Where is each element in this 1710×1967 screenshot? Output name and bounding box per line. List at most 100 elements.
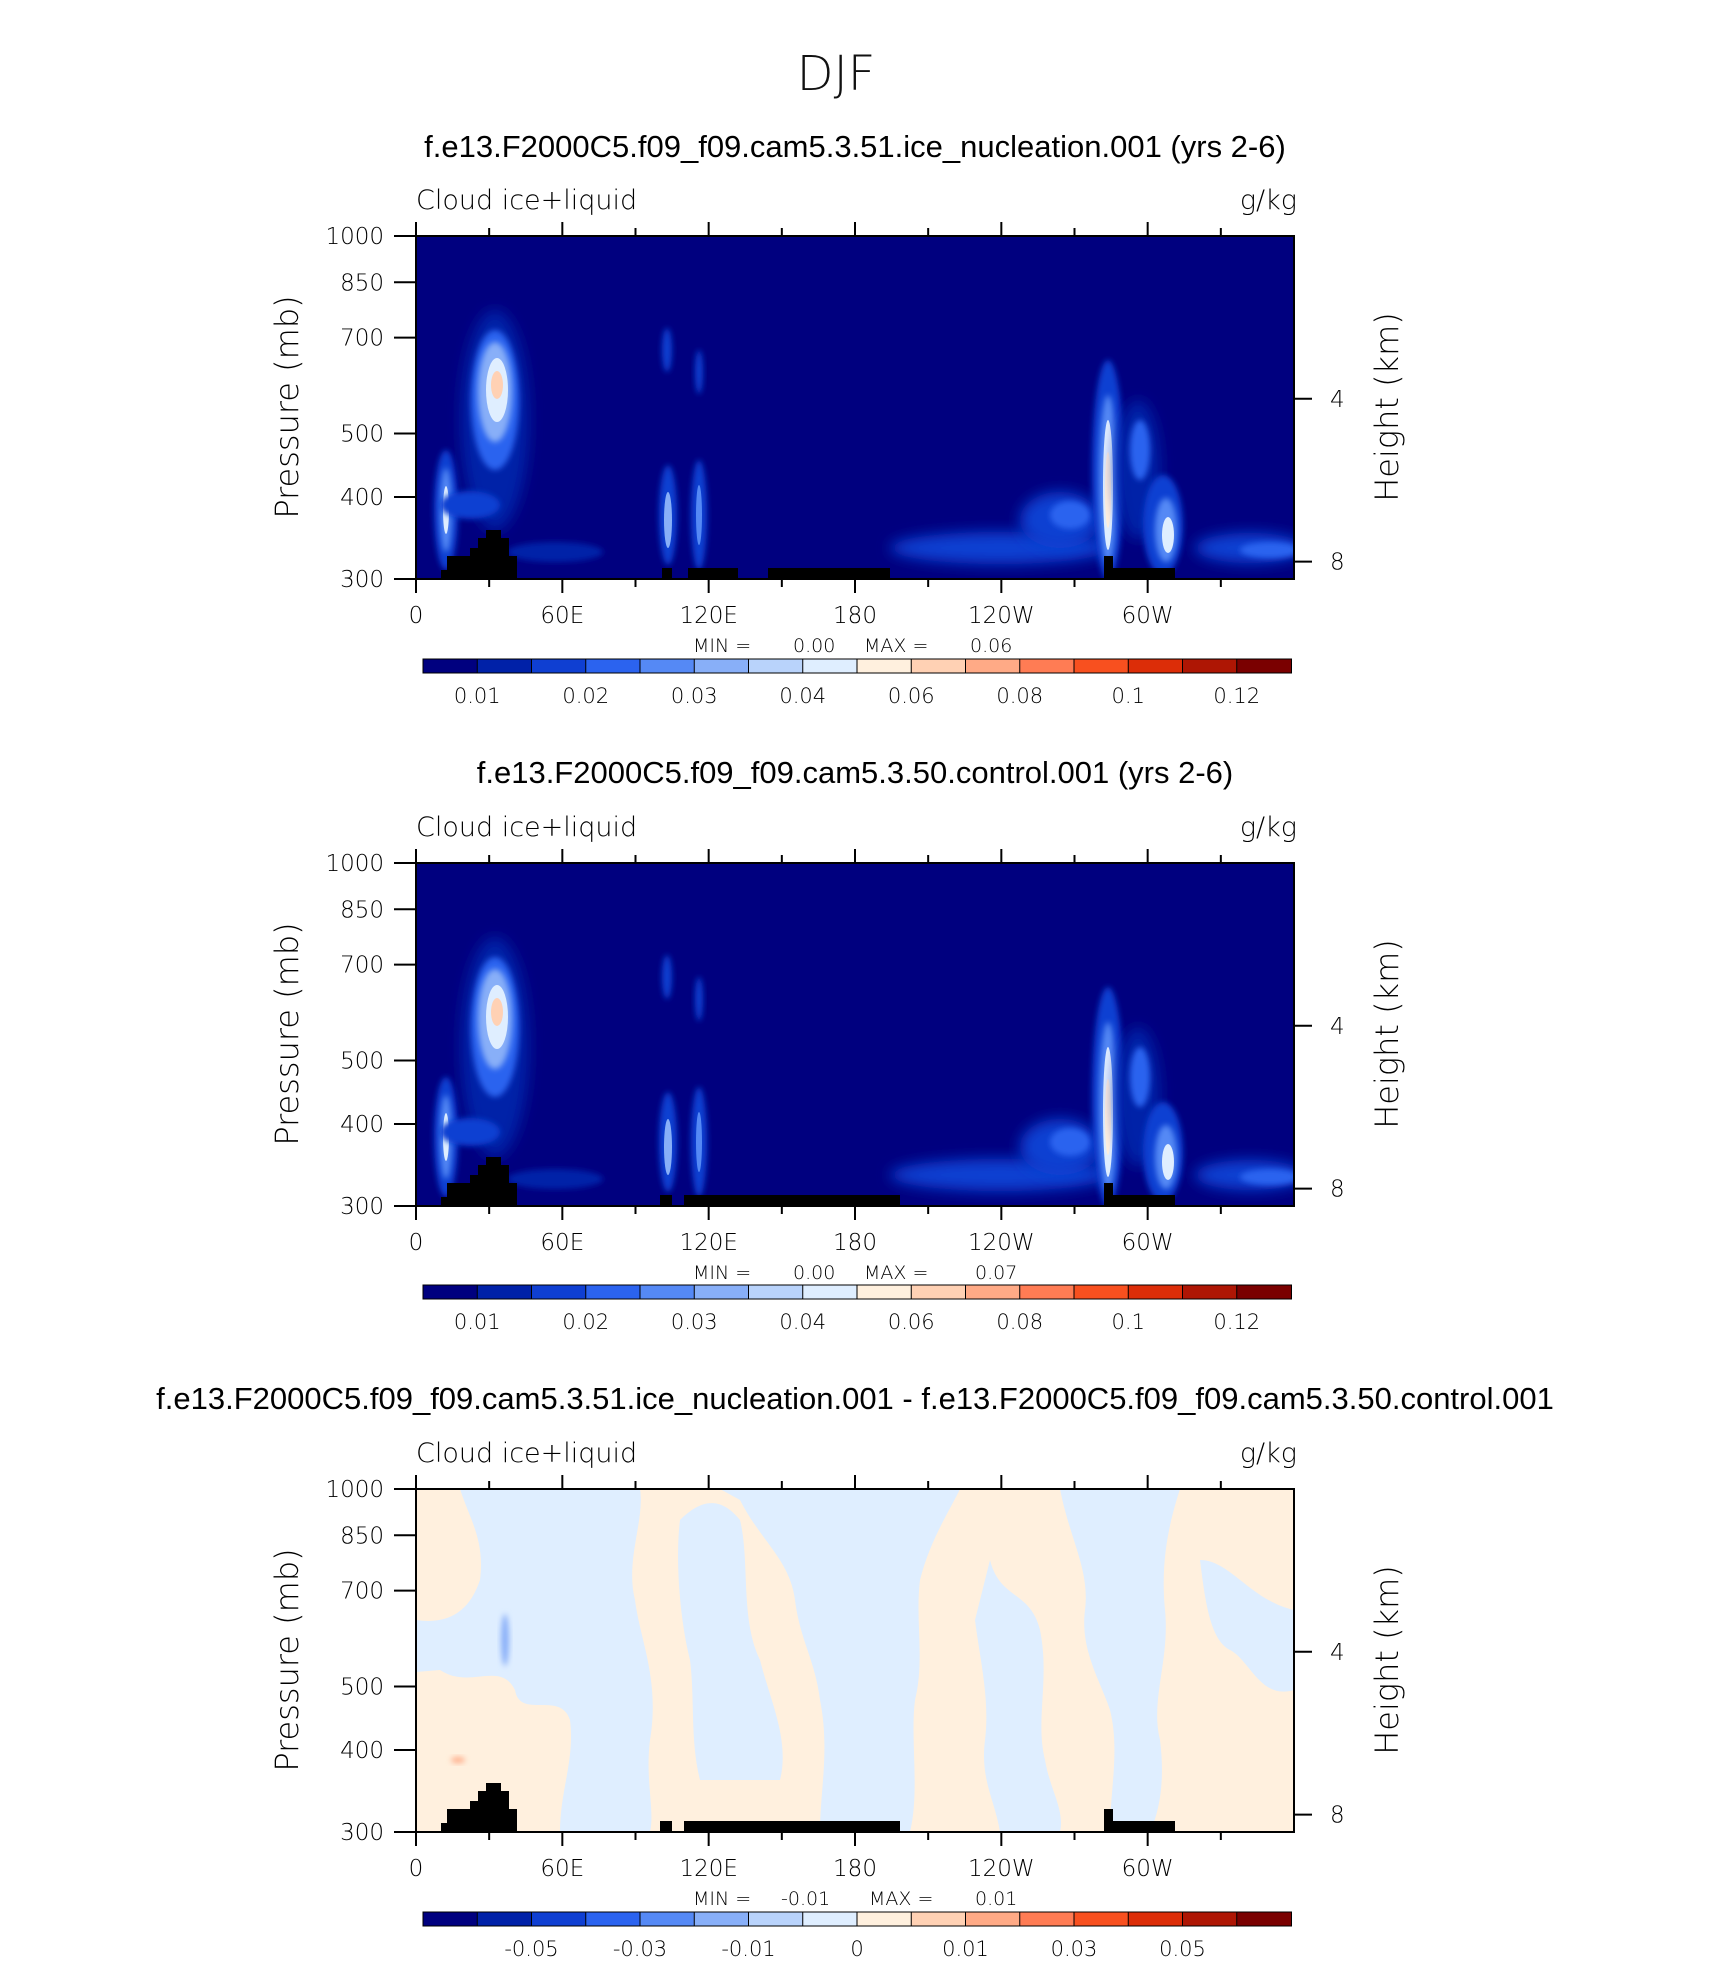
- colorbar-box: [748, 658, 804, 674]
- colorbar-label: 0.06: [888, 1310, 935, 1334]
- panel-difference: f.e13.F2000C5.f09_f09.cam5.3.51.ice_nucl…: [156, 1381, 1554, 1961]
- colorbar-label: 0.04: [779, 684, 826, 708]
- x-tick-label: 60W: [1122, 1856, 1174, 1882]
- contour-atlantic-low-cloud: [1195, 1160, 1294, 1190]
- negative-difference-regions: [416, 1489, 1294, 1832]
- colorbar-label: 0.03: [671, 1310, 718, 1334]
- colorbar-box: [1127, 1284, 1184, 1300]
- colorbar-box: [531, 658, 587, 674]
- x-tick-label: 120E: [679, 1856, 737, 1882]
- y-tick-label: 300: [340, 1194, 384, 1220]
- max-label: MAX =: [864, 1262, 928, 1284]
- colorbar-box: [476, 1911, 533, 1927]
- x-tick-label: 120E: [679, 603, 737, 629]
- min-max-readout: MIN = 0.00 MAX = 0.07: [693, 1262, 1017, 1284]
- colorbar: 0.01 0.02 0.03 0.04 0.06 0.08 0.1 0.12: [422, 1284, 1292, 1334]
- page-title: DJF: [797, 46, 876, 102]
- colorbar-label: 0.02: [562, 1310, 609, 1334]
- y-tick-label: 850: [340, 1523, 384, 1549]
- axes: 0 60E 120E 180 120W 60W 300 400 500 700 850 1000 8 4: [325, 849, 1345, 1256]
- colorbar-label: 0.06: [888, 684, 935, 708]
- colorbar-box: [1019, 1284, 1075, 1300]
- y-axis-label-right: Height (km): [1368, 312, 1406, 502]
- colorbar-box: [910, 658, 967, 674]
- contour-east-pacific: [890, 1119, 1110, 1191]
- small-anomalies: [451, 1614, 509, 1763]
- colorbar-label: 0.1: [1112, 1310, 1145, 1334]
- colorbar-box: [856, 658, 913, 674]
- colorbar-box: [910, 1911, 967, 1927]
- colorbar-box: [422, 658, 479, 674]
- min-value: 0.00: [793, 1262, 835, 1284]
- topography-mask: [441, 1157, 1175, 1206]
- y-tick-label: 400: [340, 485, 384, 511]
- contour-blob-maritime-2: [691, 977, 707, 1197]
- colorbar-box: [1236, 1284, 1292, 1300]
- y-tick-label: 500: [340, 421, 384, 447]
- colorbar-label: 0.01: [942, 1937, 989, 1961]
- colorbar-label: 0: [850, 1937, 863, 1961]
- min-value: -0.01: [781, 1888, 830, 1910]
- colorbar-label: 0.02: [562, 684, 609, 708]
- max-label: MAX =: [864, 635, 928, 657]
- y-right-tick-label: 8: [1330, 550, 1345, 576]
- colorbar-box: [693, 1911, 750, 1927]
- min-label: MIN =: [693, 1888, 751, 1910]
- x-tick-label: 0: [409, 603, 424, 629]
- left-string: Cloud ice+liquid: [416, 1438, 637, 1469]
- y-axis-label: Pressure (mb): [268, 1548, 306, 1771]
- y-tick-label: 300: [340, 567, 384, 593]
- contour-atlantic-low-cloud: [1195, 533, 1294, 563]
- colorbar-label: 0.1: [1112, 684, 1145, 708]
- colorbar-box: [856, 1911, 913, 1927]
- colorbar-box: [1182, 1284, 1238, 1300]
- colorbar-box: [910, 1284, 967, 1300]
- colorbar-label: 0.12: [1213, 684, 1260, 708]
- y-axis-label-right: Height (km): [1368, 1565, 1406, 1755]
- colorbar-box: [422, 1911, 479, 1927]
- topography-mask: [441, 1783, 1175, 1832]
- x-tick-label: 60W: [1122, 603, 1174, 629]
- y-right-tick-label: 8: [1330, 1803, 1345, 1829]
- colorbar-box: [802, 1284, 858, 1300]
- colorbar-box: [639, 658, 696, 674]
- colorbar-box: [1019, 658, 1075, 674]
- colorbar-box: [965, 658, 1021, 674]
- axes: 0 60E 120E 180 120W 60W 300 400 500 700 850 1000 8 4: [325, 1475, 1345, 1882]
- colorbar-label: 0.03: [1051, 1937, 1098, 1961]
- colorbar-label: -0.03: [613, 1937, 667, 1961]
- colorbar-box: [965, 1284, 1021, 1300]
- y-right-tick-label: 8: [1330, 1177, 1345, 1203]
- colorbar-box: [639, 1284, 696, 1300]
- min-value: 0.00: [793, 635, 835, 657]
- plot-area: [416, 1489, 1294, 1832]
- y-tick-label: 700: [340, 326, 384, 352]
- colorbar-box: [1182, 658, 1238, 674]
- contour-blob-maritime-1: [659, 328, 677, 565]
- y-tick-label: 1000: [325, 224, 384, 250]
- contour-low-cloud-africa: [507, 542, 603, 562]
- contour-blob-maritime-2: [691, 350, 707, 570]
- colorbar-box: [965, 1911, 1021, 1927]
- colorbar-box: [693, 658, 750, 674]
- contour-blob-maritime-1: [659, 955, 677, 1192]
- x-tick-label: 60E: [540, 1856, 584, 1882]
- x-tick-label: 180: [833, 1230, 877, 1256]
- colorbar-box: [802, 658, 858, 674]
- colorbar-box: [639, 1911, 696, 1927]
- y-tick-label: 1000: [325, 1477, 384, 1503]
- right-string: g/kg: [1240, 812, 1297, 843]
- colorbar-box: [748, 1284, 804, 1300]
- colorbar-box: [1182, 1911, 1238, 1927]
- colorbar-label: -0.01: [721, 1937, 775, 1961]
- panel-title: f.e13.F2000C5.f09_f09.cam5.3.50.control.…: [477, 755, 1234, 790]
- colorbar-box: [856, 1284, 913, 1300]
- contour-blob-south-america: [1092, 987, 1183, 1206]
- colorbar-label: 0.04: [779, 1310, 826, 1334]
- colorbar-box: [1019, 1911, 1075, 1927]
- colorbar-box: [1127, 658, 1184, 674]
- colorbar-label: 0.05: [1159, 1937, 1206, 1961]
- colorbar-box: [422, 1284, 479, 1300]
- colorbar-label: 0.01: [454, 1310, 501, 1334]
- x-tick-label: 120E: [679, 1230, 737, 1256]
